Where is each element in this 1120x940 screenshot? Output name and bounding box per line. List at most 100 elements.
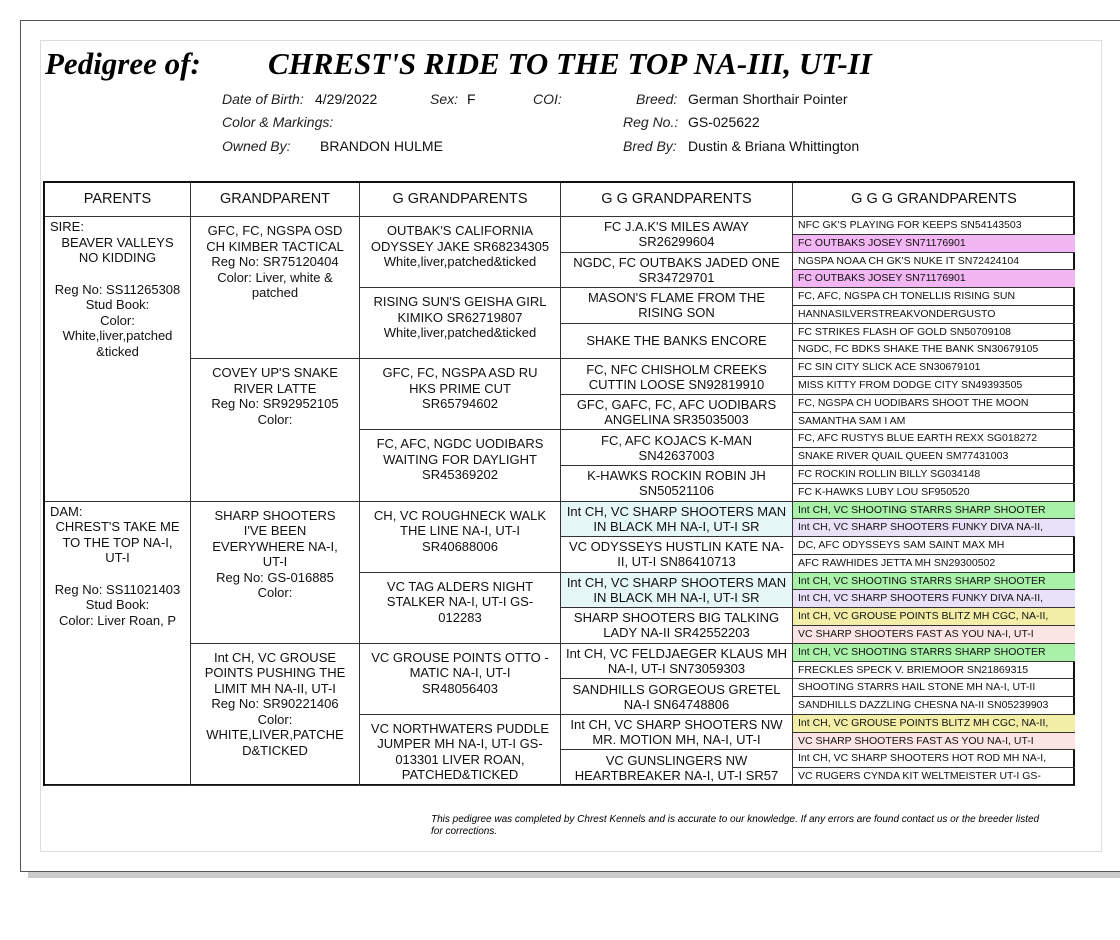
g-grandparent-line: OUTBAK'S CALIFORNIA ODYSSEY JAKE SR68234… [370, 223, 550, 254]
gg-grandparent-cell: Int CH, VC SHARP SHOOTERS MAN IN BLACK M… [561, 572, 793, 609]
ggg-grandparent-cell: FC, NGSPA CH UODIBARS SHOOT THE MOON [793, 395, 1075, 413]
gg-grandparent-name: Int CH, VC SHARP SHOOTERS MAN IN BLACK M… [566, 503, 787, 534]
ggg-grandparent-cell: HANNASILVERSTREAKVONDERGUSTO [793, 306, 1075, 324]
ggg-grandparent-cell: FC STRIKES FLASH OF GOLD SN50709108 [793, 324, 1075, 342]
g-grandparent-line: RISING SUN'S GEISHA GIRL KIMIKO SR627198… [373, 294, 547, 325]
g-grandparent-line: CH, VC ROUGHNECK WALK THE LINE NA-I, UT-… [373, 507, 547, 554]
field-label: Breed: [636, 91, 678, 107]
gg-grandparent-cell: Int CH, VC SHARP SHOOTERS MAN IN BLACK M… [561, 501, 793, 538]
gg-grandparent-name: K-HAWKS ROCKIN ROBIN JH SN50521106 [587, 468, 766, 499]
field-value: GS-025622 [688, 114, 760, 130]
gg-grandparent-name: SHARP SHOOTERS BIG TALKING LADY NA-II SR… [573, 610, 780, 641]
g-grandparent-cell: OUTBAK'S CALIFORNIA ODYSSEY JAKE SR68234… [360, 217, 561, 289]
dog-name: CHREST'S RIDE TO THE TOP NA-III, UT-II [268, 46, 872, 81]
grandparent-line: Int CH, VC GROUSE POINTS PUSHING THE LIM… [204, 649, 346, 696]
parent-role: SIRE: [50, 219, 84, 234]
ggg-grandparent-cell: FC SIN CITY SLICK ACE SN30679101 [793, 359, 1075, 378]
page-border [40, 40, 1102, 852]
gg-grandparent-name: FC, AFC KOJACS K-MAN SN42637003 [601, 432, 752, 463]
parent-role: DAM: [50, 503, 83, 519]
pedigree-table: PARENTS GRANDPARENT G GRANDPARENTS G G GRAN… [43, 181, 1075, 786]
parent-line: Reg No: SS11021403 [54, 581, 181, 597]
gg-grandparent-cell: FC, NFC CHISHOLM CREEKS CUTTIN LOOSE SN9… [561, 359, 793, 395]
gg-grandparent-name: Int CH, VC SHARP SHOOTERS MAN IN BLACK M… [566, 574, 787, 605]
gg-grandparent-cell: SANDHILLS GORGEOUS GRETEL NA-I SN6474880… [561, 679, 793, 715]
g-grandparent-cell: FC, AFC, NGDC UODIBARS WAITING FOR DAYLI… [360, 430, 561, 502]
g-grandparent-cell: VC NORTHWATERS PUDDLE JUMPER MH NA-I, UT… [360, 714, 561, 786]
gg-grandparent-cell: GFC, GAFC, FC, AFC UODIBARS ANGELINA SR3… [561, 394, 793, 431]
gg-grandparent-cell: SHARP SHOOTERS BIG TALKING LADY NA-II SR… [561, 608, 793, 644]
field-value: BRANDON HULME [320, 138, 443, 154]
field-label: COI: [533, 91, 562, 107]
gg-grandparent-name: SHAKE THE BANKS ENCORE [586, 333, 767, 349]
g-grandparent-line: VC TAG ALDERS NIGHT STALKER NA-I, UT-I G… [386, 578, 534, 625]
grandparent-line: Color: [257, 585, 293, 600]
gg-grandparent-name: FC J.A.K'S MILES AWAY SR26299604 [603, 219, 750, 250]
column-header: PARENTS [45, 183, 191, 217]
parent-line: Stud Book: [85, 597, 150, 612]
field-value: Dustin & Briana Whittington [688, 138, 860, 154]
gg-grandparent-name: SANDHILLS GORGEOUS GRETEL NA-I SN6474880… [572, 681, 781, 712]
g-grandparent-cell: RISING SUN'S GEISHA GIRL KIMIKO SR627198… [360, 288, 561, 360]
ggg-grandparent-cell: DC, AFC ODYSSEYS SAM SAINT MAX MH [793, 537, 1075, 555]
column-header: G GRANDPARENTS [360, 183, 561, 217]
ggg-grandparent-cell: Int CH, VC SHARP SHOOTERS HOT ROD MH NA-… [793, 750, 1075, 769]
grandparent-line: Reg No: GS-016885 [216, 569, 334, 585]
gg-grandparent-cell: FC J.A.K'S MILES AWAY SR26299604 [561, 217, 793, 253]
ggg-grandparent-cell: Int CH, VC GROUSE POINTS BLITZ MH CGC, N… [793, 714, 1075, 733]
gg-grandparent-cell: Int CH, VC FELDJAEGER KLAUS MH NA-I, UT-… [561, 643, 793, 680]
gg-grandparent-name: Int CH, VC FELDJAEGER KLAUS MH NA-I, UT-… [565, 646, 788, 677]
grandparent-line: Color: Liver, white & patched [217, 269, 333, 301]
grandparent-line: COVEY UP'S SNAKE RIVER LATTE [212, 365, 338, 396]
gg-grandparent-cell: K-HAWKS ROCKIN ROBIN JH SN50521106 [561, 465, 793, 502]
g-grandparent-cell: CH, VC ROUGHNECK WALK THE LINE NA-I, UT-… [360, 501, 561, 573]
parent-line: BEAVER VALLEYS NO KIDDING [61, 234, 174, 266]
field-label: Sex: [430, 91, 459, 107]
grandparent-line: SHARP SHOOTERS I'VE BEEN EVERYWHERE NA-I… [212, 507, 338, 570]
g-grandparent-line: White,liver,patched&ticked [383, 325, 537, 341]
field-value: German Shorthair Pointer [688, 91, 848, 107]
title-label: Pedigree of: [45, 46, 201, 81]
grandparent-line: Color: [257, 711, 293, 727]
ggg-grandparent-cell: FC ROCKIN ROLLIN BILLY SG034148 [793, 466, 1075, 484]
parent-line: Reg No: SS11265308 [54, 281, 181, 297]
column-header: G G G GRANDPARENTS [793, 183, 1075, 217]
field-value: 4/29/2022 [315, 91, 378, 107]
g-grandparent-line: White,liver,patched&ticked [383, 254, 537, 269]
g-grandparent-cell: GFC, FC, NGSPA ASD RU HKS PRIME CUT SR65… [360, 359, 561, 431]
grandparent-line: GFC, FC, NGSPA OSD CH KIMBER TACTICAL [206, 223, 344, 254]
gg-grandparent-name: NGDC, FC OUTBAKS JADED ONE SR34729701 [573, 254, 780, 285]
g-grandparent-line: VC GROUSE POINTS OTTO -MATIC NA-I, UT-I … [371, 649, 549, 696]
footer-note: This pedigree was completed by Chrest Ke… [431, 814, 1040, 837]
ggg-grandparent-cell: VC SHARP SHOOTERS FAST AS YOU NA-I, UT-I [793, 625, 1075, 644]
field-value: F [467, 91, 476, 107]
grandparent-line: Reg No: SR92952105 [211, 396, 339, 412]
ggg-grandparent-cell: SAMANTHA SAM I AM [793, 413, 1075, 431]
gg-grandparent-cell: VC GUNSLINGERS NW HEARTBREAKER NA-I, UT-… [561, 750, 793, 786]
ggg-grandparent-cell: NGSPA NOAA CH GK'S NUKE IT SN72424104 [793, 253, 1075, 271]
gg-grandparent-cell: FC, AFC KOJACS K-MAN SN42637003 [561, 430, 793, 466]
gg-grandparent-cell: MASON'S FLAME FROM THE RISING SON [561, 288, 793, 324]
ggg-grandparent-cell: FC OUTBAKS JOSEY SN71176901 [793, 270, 1075, 289]
gg-grandparent-name: FC, NFC CHISHOLM CREEKS CUTTIN LOOSE SN9… [586, 361, 767, 392]
field-label: Reg No.: [623, 114, 679, 130]
ggg-grandparent-cell: FC, AFC, NGSPA CH TONELLIS RISING SUN [793, 288, 1075, 306]
gg-grandparent-name: GFC, GAFC, FC, AFC UODIBARS ANGELINA SR3… [576, 397, 777, 428]
gg-grandparent-cell: Int CH, VC SHARP SHOOTERS NW MR. MOTION … [561, 714, 793, 751]
g-grandparent-cell: VC GROUSE POINTS OTTO -MATIC NA-I, UT-I … [360, 643, 561, 715]
ggg-grandparent-cell: MISS KITTY FROM DODGE CITY SN49393505 [793, 377, 1075, 395]
g-grandparent-cell: VC TAG ALDERS NIGHT STALKER NA-I, UT-I G… [360, 572, 561, 644]
g-grandparent-line: VC NORTHWATERS PUDDLE JUMPER MH NA-I, UT… [370, 720, 550, 783]
ggg-grandparent-cell: FC OUTBAKS JOSEY SN71176901 [793, 234, 1075, 253]
ggg-grandparent-cell: FRECKLES SPECK V. BRIEMOOR SN21869315 [793, 662, 1075, 680]
ggg-grandparent-cell: VC RUGERS CYNDA KIT WELTMEISTER UT-I GS- [793, 768, 1075, 786]
ggg-grandparent-cell: FC, AFC RUSTYS BLUE EARTH REXX SG018272 [793, 430, 1075, 449]
ggg-grandparent-cell: AFC RAWHIDES JETTA MH SN29300502 [793, 555, 1075, 573]
ggg-grandparent-cell: Int CH, VC SHARP SHOOTERS FUNKY DIVA NA-… [793, 590, 1075, 609]
grandparent-cell: COVEY UP'S SNAKE RIVER LATTE Reg No: SR92… [191, 359, 360, 502]
parent-line: Stud Book: [85, 297, 150, 312]
column-header: GRANDPARENT [191, 183, 360, 217]
g-grandparent-line: FC, AFC, NGDC UODIBARS WAITING FOR DAYLI… [376, 436, 544, 483]
grandparent-cell: Int CH, VC GROUSE POINTS PUSHING THE LIM… [191, 643, 360, 786]
ggg-grandparent-cell: SNAKE RIVER QUAIL QUEEN SM77431003 [793, 448, 1075, 466]
